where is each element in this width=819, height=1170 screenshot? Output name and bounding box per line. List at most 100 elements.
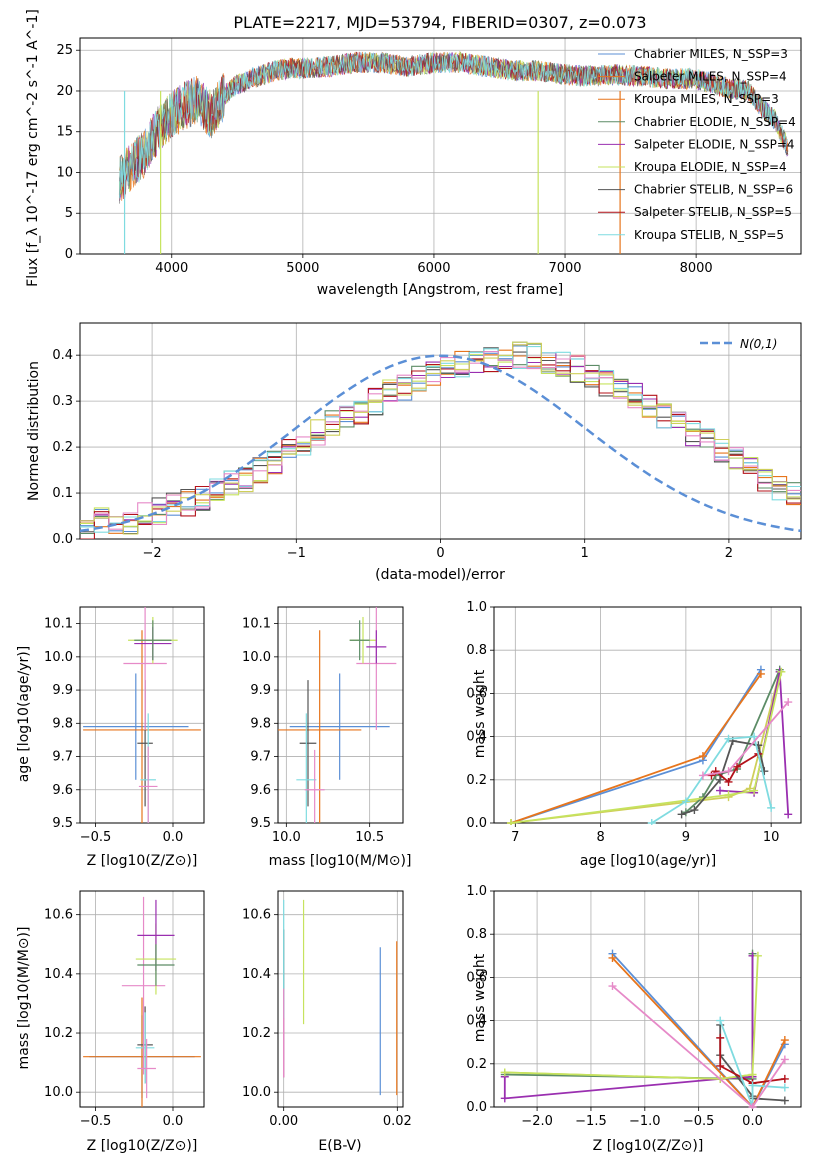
spectrum-xtick-label: 5000	[286, 261, 319, 276]
mw-z-marker-7-1	[716, 1061, 725, 1070]
mw-z-marker-1-2	[780, 1036, 789, 1045]
mw-age-ytick-label: 0.6	[466, 686, 487, 701]
mw-z-marker-5-3	[753, 951, 762, 960]
mw-age-marker-6-0	[677, 810, 686, 819]
mass-z-points	[83, 896, 201, 1107]
residuals-ytick-label: 0.1	[52, 486, 73, 501]
spectrum-ylabel: Flux [f_λ 10^-17 erg cm^-2 s^-1 A^-1]	[25, 9, 41, 287]
spectrum-legend-label-1: Salpeter MILES, N_SSP=4	[634, 70, 787, 84]
mw-z-marker-9-0	[608, 982, 617, 991]
residuals-xtick-label: 2	[725, 546, 733, 561]
spectrum-legend-label-8: Kroupa STELIB, N_SSP=5	[634, 228, 784, 242]
mw-z-marker-9-2	[780, 1055, 789, 1064]
age-mass-xtick-label: 10.5	[355, 830, 384, 845]
residuals-legend-label: N(0,1)	[740, 337, 777, 351]
spectrum-legend-label-6: Chabrier STELIB, N_SSP=6	[634, 183, 793, 197]
mw-age-marker-5-1	[724, 790, 733, 799]
mw-age-series-5	[510, 671, 783, 824]
mass-z-ytick-label: 10.6	[44, 908, 73, 923]
spectrum-ytick-label: 25	[56, 43, 73, 58]
mw-z-marker-9-1	[748, 1103, 757, 1109]
residuals-hist-9	[80, 342, 801, 535]
mass-ebv-xtick-label: 0.02	[383, 1114, 412, 1129]
mw-age-marker-8-1	[681, 797, 690, 806]
mw-z-xtick-label: −0.5	[683, 1114, 715, 1129]
mw-age-marker-6-2	[715, 775, 724, 784]
mw-z-marker-5-2	[748, 1070, 757, 1079]
spectrum-ytick-label: 20	[56, 84, 73, 99]
mw-z-marker-7-3	[780, 1074, 789, 1083]
mw-z-ytick-label: 0.6	[466, 970, 487, 985]
mass-z-xtick-label: −0.5	[80, 1114, 112, 1129]
mw-z-marker-8-0	[716, 1016, 725, 1025]
mw-z-series-7	[719, 1037, 785, 1085]
mass-z-ylabel: mass [log10(M/M⊙)]	[16, 927, 32, 1070]
mw-age-marker-4-0	[715, 786, 724, 795]
age-mass-ytick-label: 10.1	[242, 617, 271, 632]
mw-z-marker-8-3	[780, 1083, 789, 1092]
spectrum-legend-label-4: Salpeter ELODIE, N_SSP=4	[634, 137, 795, 151]
age-z-ytick-label: 9.7	[52, 750, 73, 765]
mw-z-marker-7-0	[716, 1033, 725, 1042]
residuals-steps	[80, 341, 801, 539]
mw-age-marker-8-0	[647, 819, 656, 825]
mw-age-marker-8-4	[767, 803, 776, 812]
mw-age-ytick-label: 0.0	[466, 816, 487, 831]
age-z-ytick-label: 9.9	[52, 683, 73, 698]
mw-z-marker-5-0	[500, 1068, 509, 1077]
mw-age-marker-7-2	[724, 777, 733, 786]
figure-title: PLATE=2217, MJD=53794, FIBERID=0307, z=0…	[233, 13, 646, 32]
spectrum-xtick-label: 7000	[548, 261, 581, 276]
spectrum-series-8	[118, 51, 789, 198]
mass-ebv-ytick-label: 10.4	[242, 967, 271, 982]
mw-age-marker-9-2	[784, 698, 793, 707]
spectrum-xtick-label: 8000	[680, 261, 713, 276]
age-z-ytick-label: 10.1	[44, 617, 73, 632]
spectrum-ytick-label: 5	[65, 206, 73, 221]
mw-z-xtick-label: −1.5	[575, 1114, 607, 1129]
mw-z-marker-1-0	[608, 953, 617, 962]
mw-z-series-8	[719, 1020, 785, 1108]
spectrum-legend-label-5: Kroupa ELODIE, N_SSP=4	[634, 160, 787, 174]
mw-z-marker-4-1	[500, 1094, 509, 1103]
age-z-ytick-label: 10.0	[44, 650, 73, 665]
age-mass-xtick-label: 10.0	[272, 830, 301, 845]
mw-age-marker-1-2	[756, 669, 765, 678]
mw-z-marker-6-4	[780, 1096, 789, 1105]
mw-age-ylabel: mass weight	[472, 669, 488, 758]
residuals-ytick-label: 0.2	[52, 440, 73, 455]
age-mass-ytick-label: 9.9	[250, 683, 271, 698]
mw-age-xlabel: age [log10(age/yr)]	[580, 853, 716, 869]
residuals-ytick-label: 0.0	[52, 532, 73, 547]
age-mass-points	[278, 607, 397, 823]
age-mass-ytick-label: 9.8	[250, 716, 271, 731]
mw-z-xtick-label: 0.0	[742, 1114, 763, 1129]
mass-z-ytick-label: 10.4	[44, 967, 73, 982]
residuals-xlabel: (data-model)/error	[375, 567, 505, 583]
mw-age-ytick-label: 0.8	[466, 643, 487, 658]
mw-age-marker-1-1	[698, 752, 707, 761]
mass-ebv-xlabel: E(B-V)	[318, 1138, 361, 1154]
residuals-ylabel: Normed distribution	[26, 361, 42, 501]
spectrum-ytick-label: 15	[56, 125, 73, 140]
age-mass-ytick-label: 9.5	[250, 816, 271, 831]
age-mass-ytick-label: 10.0	[242, 650, 271, 665]
spectrum-legend-label-2: Kroupa MILES, N_SSP=3	[634, 92, 779, 106]
age-z-xlabel: Z [log10(Z/Z⊙)]	[87, 853, 198, 869]
residuals-frame	[79, 322, 802, 540]
spectrum-xtick-label: 6000	[417, 261, 450, 276]
age-mass-xlabel: mass [log10(M/M⊙)]	[269, 853, 412, 869]
age-z-ylabel: age [log10(age/yr)]	[16, 646, 32, 782]
mw-z-ytick-label: 0.8	[466, 927, 487, 942]
mw-age-xtick-label: 7	[511, 830, 519, 845]
mass-ebv-ytick-label: 10.6	[242, 908, 271, 923]
mw-age-marker-5-2	[750, 786, 759, 795]
mw-age-marker-7-3	[733, 762, 742, 771]
spectrum-xlabel: wavelength [Angstrom, rest frame]	[317, 282, 563, 298]
spectrum-frame	[79, 37, 802, 255]
mass-z-ytick-label: 10.2	[44, 1026, 73, 1041]
mw-z-frame	[493, 890, 802, 1108]
residuals-xtick-label: −1	[287, 546, 306, 561]
